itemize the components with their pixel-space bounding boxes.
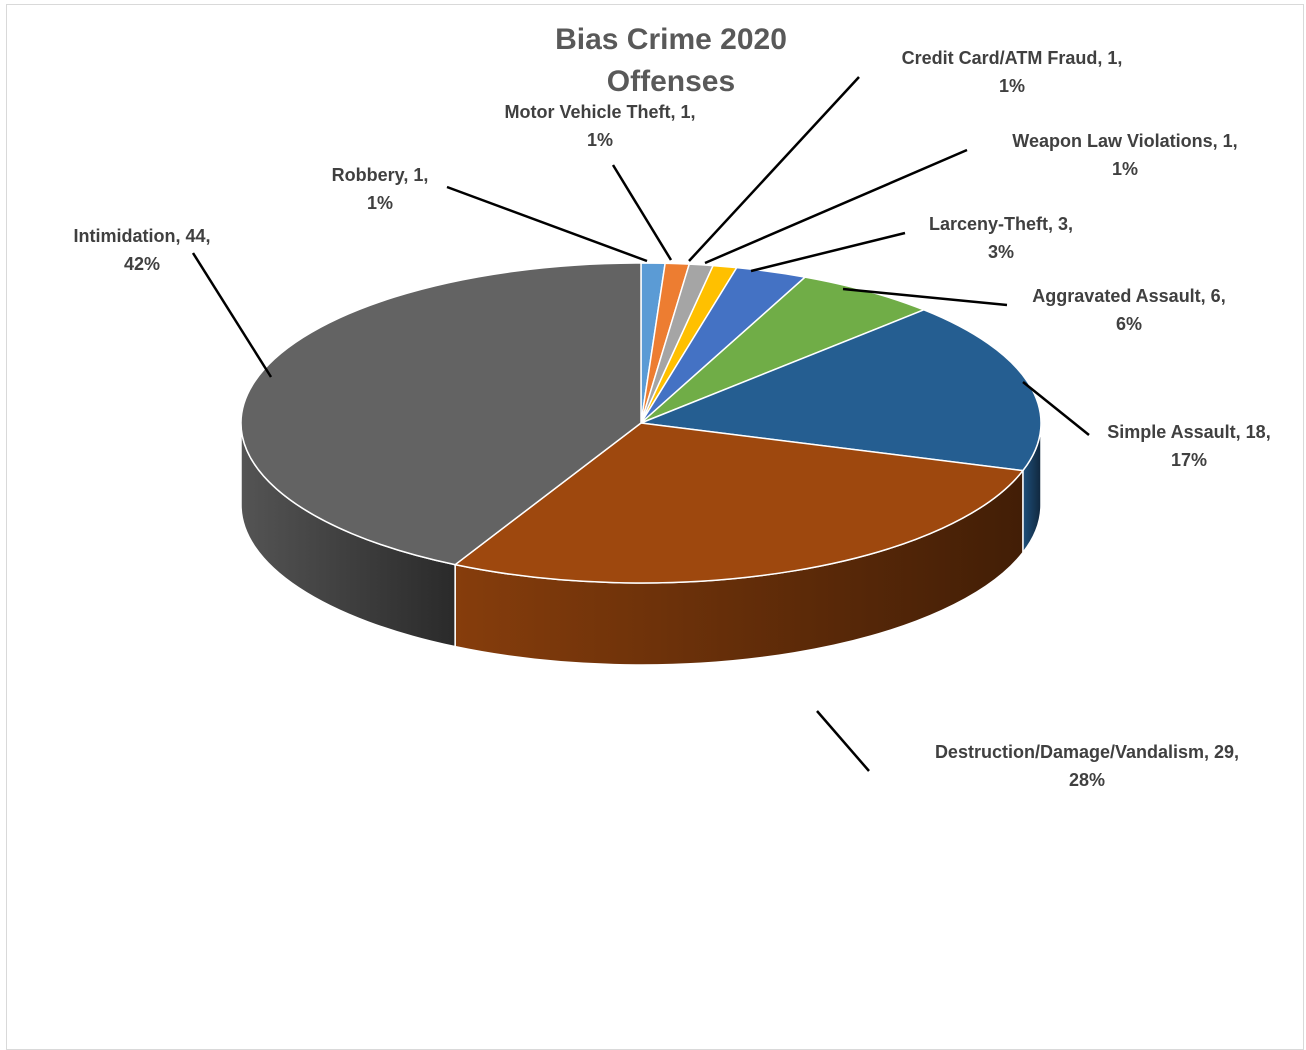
data-label-credit-card-atm-fraud: Credit Card/ATM Fraud, 1, 1% (902, 48, 1123, 96)
data-label-robbery: Robbery, 1, 1% (332, 165, 429, 213)
pie-top-faces (240, 262, 1042, 584)
data-label-destruction-damage-vandalism: Destruction/Damage/Vandalism, 29, 28% (935, 742, 1239, 790)
data-label-larceny-theft: Larceny-Theft, 3, 3% (929, 214, 1073, 262)
pie-slice-simple-assault (640, 309, 1042, 472)
leader-line-motor-vehicle-theft (611, 164, 673, 261)
pie-chart: Robbery, 1, 1% Motor Vehicle Theft, 1, 1% Cr… (73, 23, 1270, 790)
leader-line-robbery (446, 185, 648, 263)
leader-line-weapon-law-violations (704, 148, 968, 265)
chart-area: Robbery, 1, 1% Motor Vehicle Theft, 1, 1% Cr… (6, 4, 1304, 1050)
data-label-motor-vehicle-theft: Motor Vehicle Theft, 1, 1% (504, 102, 695, 150)
chart-title-line-2: Offenses (607, 65, 735, 98)
data-labels: Robbery, 1, 1% Motor Vehicle Theft, 1, 1% Cr… (73, 48, 1270, 790)
pie-slice-destruction-damage-vandalism (453, 422, 1025, 584)
data-label-simple-assault: Simple Assault, 18, 17% (1107, 422, 1270, 470)
leader-line-destruction-damage-vandalism (816, 710, 870, 772)
leader-line-simple-assault (1022, 381, 1090, 436)
chart-title-line-1: Bias Crime 2020 (555, 23, 787, 56)
data-label-aggravated-assault: Aggravated Assault, 6, 6% (1032, 286, 1225, 334)
leader-line-intimidation (191, 252, 273, 378)
pie-slice-intimidation (240, 262, 642, 566)
leader-line-credit-card-atm-fraud (688, 76, 860, 262)
data-label-weapon-law-violations: Weapon Law Violations, 1, 1% (1012, 131, 1237, 179)
data-label-intimidation: Intimidation, 44, 42% (73, 226, 210, 274)
leader-lines (191, 76, 1090, 772)
leader-line-aggravated-assault (842, 287, 1008, 307)
leader-line-larceny-theft (750, 231, 906, 273)
